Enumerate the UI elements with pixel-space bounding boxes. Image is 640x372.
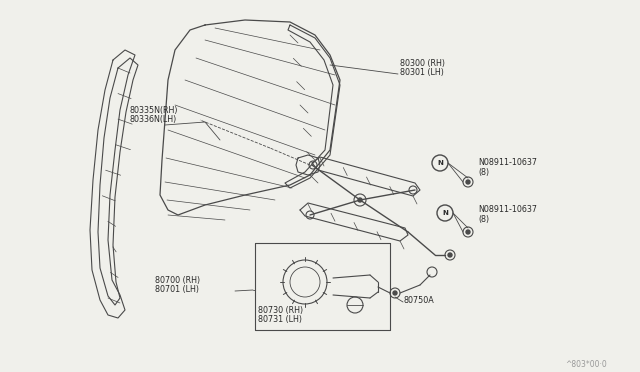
Text: N08911-10637
(8): N08911-10637 (8) <box>478 158 537 177</box>
Text: ^803*00·0: ^803*00·0 <box>565 360 607 369</box>
Text: 80750A: 80750A <box>403 296 434 305</box>
Circle shape <box>466 180 470 184</box>
Text: 80731 (LH): 80731 (LH) <box>258 315 302 324</box>
Text: 80300 (RH): 80300 (RH) <box>400 59 445 68</box>
Text: 80701 (LH): 80701 (LH) <box>155 285 199 294</box>
Text: 80336N(LH): 80336N(LH) <box>130 115 177 124</box>
Circle shape <box>466 230 470 234</box>
Text: N08911-10637
(8): N08911-10637 (8) <box>478 205 537 224</box>
Text: 80335N(RH): 80335N(RH) <box>130 106 179 115</box>
Circle shape <box>448 253 452 257</box>
Text: 80301 (LH): 80301 (LH) <box>400 68 444 77</box>
Text: 80700 (RH): 80700 (RH) <box>155 276 200 285</box>
Text: N: N <box>442 210 448 216</box>
Circle shape <box>393 291 397 295</box>
Circle shape <box>358 198 362 202</box>
Text: 80730 (RH): 80730 (RH) <box>258 306 303 315</box>
Text: N: N <box>437 160 443 166</box>
